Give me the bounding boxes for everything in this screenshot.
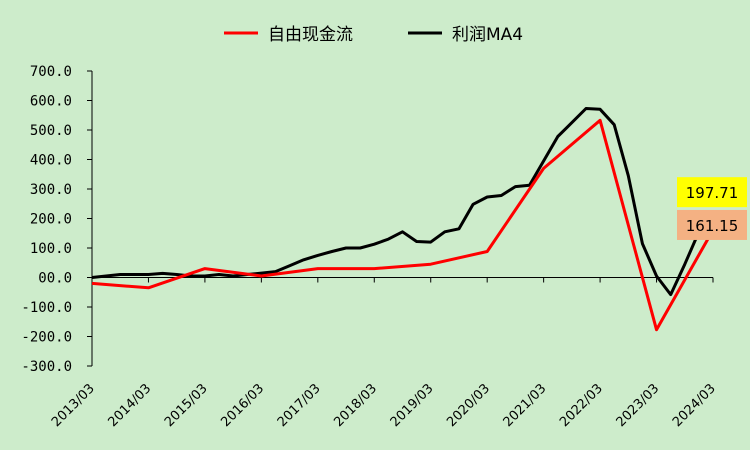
series-line-profit-ma4	[91, 107, 714, 297]
callout-value-profit-ma4: 197.71	[686, 184, 739, 202]
callout-box-free-cash-flow	[677, 209, 747, 240]
series-layer	[91, 107, 715, 332]
y-tick-label: 400.0	[30, 153, 72, 169]
y-tick-label: 500.0	[30, 123, 72, 139]
y-tick-label: 300.0	[30, 182, 72, 198]
y-tick-label: 100.0	[30, 241, 72, 257]
legend-label-profit-ma4: 利润MA4	[452, 25, 523, 45]
series-line-free-cash-flow	[91, 118, 715, 332]
callout-box-profit-ma4	[677, 177, 747, 208]
legend-label-free-cash-flow: 自由现金流	[268, 25, 353, 45]
y-tick-label: 00.0	[38, 271, 72, 287]
y-tick-label: 700.0	[30, 64, 72, 80]
callout-free-cash-flow: 161.15	[677, 209, 747, 240]
callout-value-free-cash-flow: 161.15	[686, 217, 739, 235]
y-tick-label: 200.0	[30, 212, 72, 228]
y-tick-label: -300.0	[21, 359, 72, 375]
y-tick-label: 600.0	[30, 94, 72, 110]
y-tick-label: -100.0	[21, 300, 72, 316]
legend: 自由现金流 利润MA4	[224, 25, 523, 45]
callout-profit-ma4: 197.71	[677, 177, 747, 208]
y-tick-label: -200.0	[21, 330, 72, 346]
